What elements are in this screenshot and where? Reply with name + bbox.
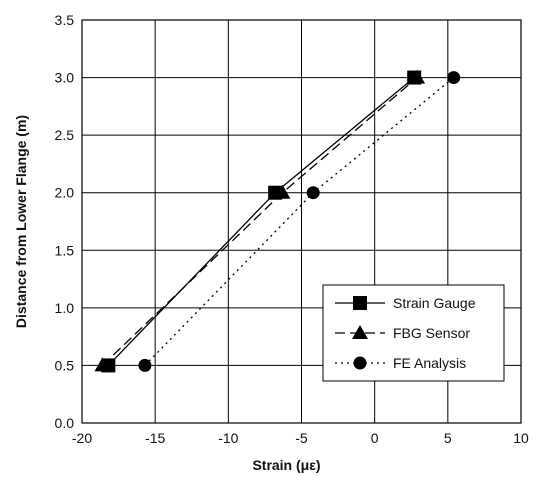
x-tick-label: 10 [513, 430, 529, 446]
y-axis-title: Distance from Lower Flange (m) [13, 115, 29, 328]
legend-label: FE Analysis [393, 355, 466, 371]
x-axis-title: Strain (με) [252, 457, 320, 473]
series-fe-analysis [138, 71, 461, 372]
legend-item: Strain Gauge [335, 295, 476, 311]
x-tick-label: -10 [218, 430, 238, 446]
triangle-marker [94, 357, 111, 372]
y-tick-label: 2.5 [55, 127, 75, 143]
y-tick-label: 0.5 [55, 357, 75, 373]
plot-area-frame [81, 19, 522, 424]
triangle-marker [352, 325, 368, 339]
triangle-marker [409, 69, 426, 84]
x-tick-label: 5 [444, 430, 452, 446]
y-tick-label: 3.5 [55, 12, 75, 28]
y-tick-label: 2.0 [55, 185, 75, 201]
circle-marker [138, 358, 152, 372]
x-tick-label: -20 [72, 430, 92, 446]
y-tick-label: 1.0 [55, 300, 75, 316]
y-tick-label: 1.5 [55, 242, 75, 258]
legend-label: Strain Gauge [393, 295, 476, 311]
series-fbg-sensor [94, 69, 426, 372]
x-tick-label: 0 [371, 430, 379, 446]
legend-item: FE Analysis [335, 355, 466, 371]
square-marker [353, 296, 367, 310]
circle-marker [306, 186, 320, 200]
y-tick-label: 3.0 [55, 70, 75, 86]
legend-label: FBG Sensor [393, 325, 470, 341]
legend: Strain Gauge FBG Sensor FE Analysis [322, 284, 505, 382]
x-tick-label: -5 [295, 430, 308, 446]
tick-labels: -20 -15 -10 -5 0 5 10 0.0 0.5 1.0 1.5 2.0 2.5 3.0 3.5 [55, 12, 529, 446]
y-tick-label: 0.0 [55, 415, 75, 431]
legend-item: FBG Sensor [335, 325, 470, 341]
circle-marker [353, 356, 367, 370]
x-tick-label: -15 [145, 430, 165, 446]
series-layer [94, 69, 461, 373]
grid-lines [82, 20, 521, 423]
triangle-marker [274, 184, 291, 199]
circle-marker [447, 71, 461, 85]
